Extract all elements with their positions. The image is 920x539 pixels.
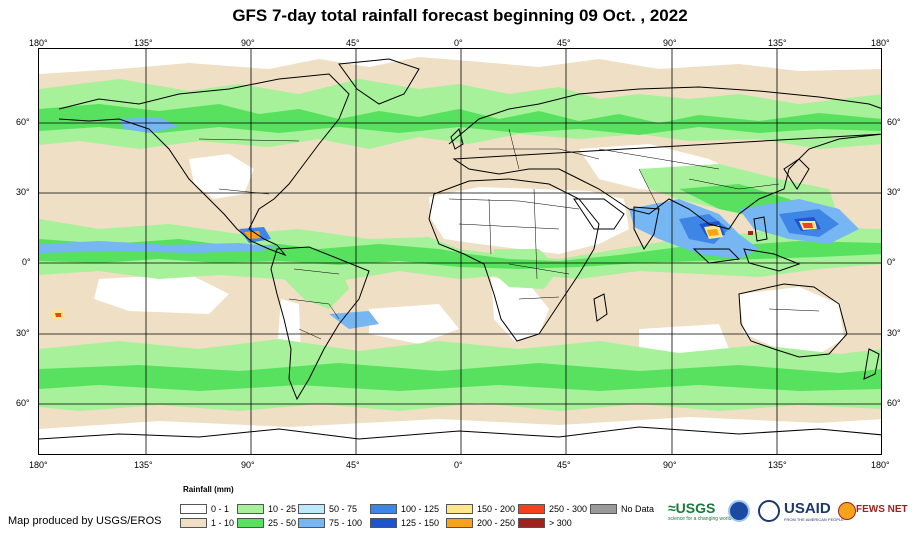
lon-tick-top: 0° — [454, 38, 463, 48]
legend-label: 50 - 75 — [329, 503, 358, 514]
lon-tick-bottom: 45° — [557, 460, 571, 470]
usaid-logo-text: USAID — [784, 500, 831, 517]
legend-item: 25 - 50 — [237, 517, 296, 528]
legend-label: 10 - 25 — [268, 503, 297, 514]
fews-net-icon — [838, 502, 856, 520]
legend-swatch — [180, 503, 207, 514]
legend-item: 150 - 200 — [446, 503, 515, 514]
lat-tick-right: 0° — [887, 257, 896, 267]
lon-tick-bottom: 180° — [29, 460, 48, 470]
legend-label: No Data — [621, 503, 655, 514]
legend-swatch — [446, 517, 473, 528]
legend-swatch — [518, 503, 545, 514]
legend-swatch — [237, 503, 264, 514]
legend-swatch — [298, 517, 325, 528]
legend-item: 0 - 1 — [180, 503, 229, 514]
usgs-tagline: science for a changing world — [668, 516, 732, 522]
legend-item: 250 - 300 — [518, 503, 587, 514]
legend-item: 75 - 100 — [298, 517, 362, 528]
legend-swatch — [237, 517, 264, 528]
lon-tick-top: 180° — [871, 38, 890, 48]
dhs-seal-icon — [758, 500, 780, 522]
fews-net-logo: FEWS NET — [856, 504, 908, 515]
moderate-rain-areas — [39, 104, 881, 391]
legend-swatch — [518, 517, 545, 528]
legend-item: 100 - 125 — [370, 503, 439, 514]
legend-title: Rainfall (mm) — [183, 485, 234, 494]
legend-label: 150 - 200 — [477, 503, 516, 514]
legend-item: 50 - 75 — [298, 503, 357, 514]
legend-item: > 300 — [518, 517, 572, 528]
usaid-logo: USAID FROM THE AMERICAN PEOPLE — [784, 500, 844, 522]
legend-swatch — [370, 517, 397, 528]
usgs-logo-text: ≈USGS — [668, 500, 716, 516]
map-title: GFS 7-day total rainfall forecast beginn… — [232, 6, 688, 25]
lon-tick-bottom: 45° — [346, 460, 360, 470]
coastlines — [39, 58, 881, 440]
noaa-logo-icon — [728, 500, 750, 522]
country-borders — [198, 128, 820, 340]
usaid-tagline: FROM THE AMERICAN PEOPLE — [784, 517, 844, 522]
legend-swatch — [590, 503, 617, 514]
lon-tick-top: 45° — [557, 38, 571, 48]
legend-item: 1 - 10 — [180, 517, 234, 528]
lat-tick-right: 30° — [887, 187, 901, 197]
lon-tick-top: 90° — [241, 38, 255, 48]
lon-tick-bottom: 135° — [768, 460, 787, 470]
lat-tick-left: 30° — [16, 187, 30, 197]
heavy-rain-areas — [39, 117, 859, 329]
legend-label: 0 - 1 — [211, 503, 230, 514]
lon-tick-bottom: 0° — [454, 460, 463, 470]
legend-item: No Data — [590, 503, 654, 514]
legend-label: 25 - 50 — [268, 517, 297, 528]
lat-tick-right: 60° — [887, 117, 901, 127]
legend-label: 200 - 250 — [477, 517, 516, 528]
lon-tick-top: 135° — [134, 38, 153, 48]
lat-tick-right: 60° — [887, 398, 901, 408]
lon-tick-top: 90° — [663, 38, 677, 48]
lon-tick-bottom: 90° — [663, 460, 677, 470]
legend-label: > 300 — [549, 517, 572, 528]
legend-label: 125 - 150 — [401, 517, 440, 528]
lon-tick-top: 180° — [29, 38, 48, 48]
lon-tick-bottom: 135° — [134, 460, 153, 470]
legend-item: 10 - 25 — [237, 503, 296, 514]
legend-item: 200 - 250 — [446, 517, 515, 528]
legend-label: 1 - 10 — [211, 517, 235, 528]
credit-text: Map produced by USGS/EROS — [8, 515, 162, 527]
rainfall-map — [38, 48, 882, 455]
extreme-rain-areas — [51, 221, 817, 321]
lat-tick-left: 60° — [16, 117, 30, 127]
lat-tick-left: 60° — [16, 398, 30, 408]
legend-item: 125 - 150 — [370, 517, 439, 528]
legend-label: 75 - 100 — [329, 517, 363, 528]
legend-label: 100 - 125 — [401, 503, 440, 514]
legend-swatch — [180, 517, 207, 528]
lon-tick-bottom: 180° — [871, 460, 890, 470]
graticule — [39, 49, 881, 454]
legend-swatch — [370, 503, 397, 514]
legend-label: 250 - 300 — [549, 503, 588, 514]
lon-tick-top: 45° — [346, 38, 360, 48]
legend-swatch — [446, 503, 473, 514]
lat-tick-right: 30° — [887, 328, 901, 338]
lat-tick-left: 30° — [16, 328, 30, 338]
lon-tick-bottom: 90° — [241, 460, 255, 470]
usgs-logo: ≈USGS science for a changing world — [668, 500, 731, 522]
legend-swatch — [298, 503, 325, 514]
lat-tick-left: 0° — [22, 257, 31, 267]
lon-tick-top: 135° — [768, 38, 787, 48]
